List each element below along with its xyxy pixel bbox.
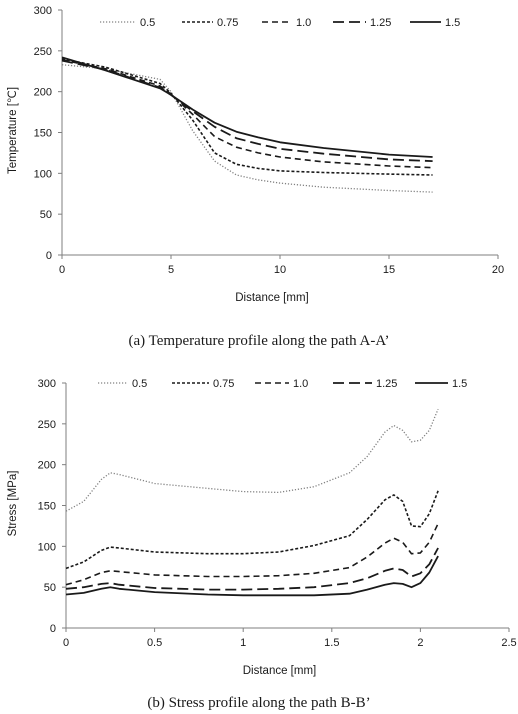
x-tick-label: 0.5 [147,637,162,649]
legend-label-1-5: 1.5 [452,378,467,390]
x-tick-label: 15 [383,264,395,276]
legend-label-0-75: 0.75 [217,17,238,29]
y-tick-label: 100 [34,168,52,180]
temperature-chart-caption: (a) Temperature profile along the path A… [128,333,389,349]
y-tick-label: 300 [34,5,52,17]
y-tick-label: 300 [38,378,56,390]
x-tick-label: 2.5 [501,637,516,649]
y-axis-title: Stress [MPa] [7,471,19,537]
series-line-0-75 [61,58,433,176]
series-line-0-5 [61,64,433,193]
x-tick-label: 2 [417,637,423,649]
legend-label-0-5: 0.5 [132,378,147,390]
legend-label-1-25: 1.25 [376,378,397,390]
y-tick-label: 50 [44,582,56,594]
series-line-1-0 [61,59,433,169]
x-tick-label: 1 [240,637,246,649]
stress-chart-caption: (b) Stress profile along the path B-B’ [147,695,370,711]
legend-label-1-5: 1.5 [445,17,460,29]
series-line-0-5 [65,408,439,512]
x-axis-title: Distance [mm] [235,292,309,304]
legend-label-1-25: 1.25 [370,17,391,29]
series-line-1-5 [65,555,439,597]
series-line-0-75 [65,490,439,570]
legend-label-1-0: 1.0 [293,378,308,390]
y-tick-label: 50 [40,209,52,221]
y-tick-label: 250 [34,46,52,58]
y-tick-label: 0 [50,623,56,635]
stress-chart: 0 50 100 150 200 250 300 0 0.5 1 1.5 2 2.5 Distance [… [7,378,517,677]
y-tick-label: 100 [38,541,56,553]
x-tick-label: 5 [168,264,174,276]
y-tick-label: 150 [38,501,56,513]
y-tick-label: 200 [34,87,52,99]
y-tick-label: 150 [34,128,52,140]
y-tick-label: 200 [38,460,56,472]
legend-label-0-5: 0.5 [140,17,155,29]
legend-label-0-75: 0.75 [213,378,234,390]
y-tick-label: 0 [46,250,52,262]
legend-label-1-0: 1.0 [296,17,311,29]
y-tick-label: 250 [38,419,56,431]
temperature-chart: 0 50 100 150 200 250 300 0 5 10 15 20 Distance [mm] T… [7,5,504,304]
series-line-1-25 [61,59,433,162]
y-axis-title: Temperature [℃] [7,87,19,174]
x-tick-label: 0 [63,637,69,649]
x-axis-title: Distance [mm] [243,665,317,677]
x-tick-label: 1.5 [324,637,339,649]
series-line-1-25 [65,547,439,591]
series-line-1-0 [65,523,439,586]
x-tick-label: 20 [492,264,504,276]
x-tick-label: 10 [274,264,286,276]
x-tick-label: 0 [59,264,65,276]
series-line-1-5 [61,56,433,158]
